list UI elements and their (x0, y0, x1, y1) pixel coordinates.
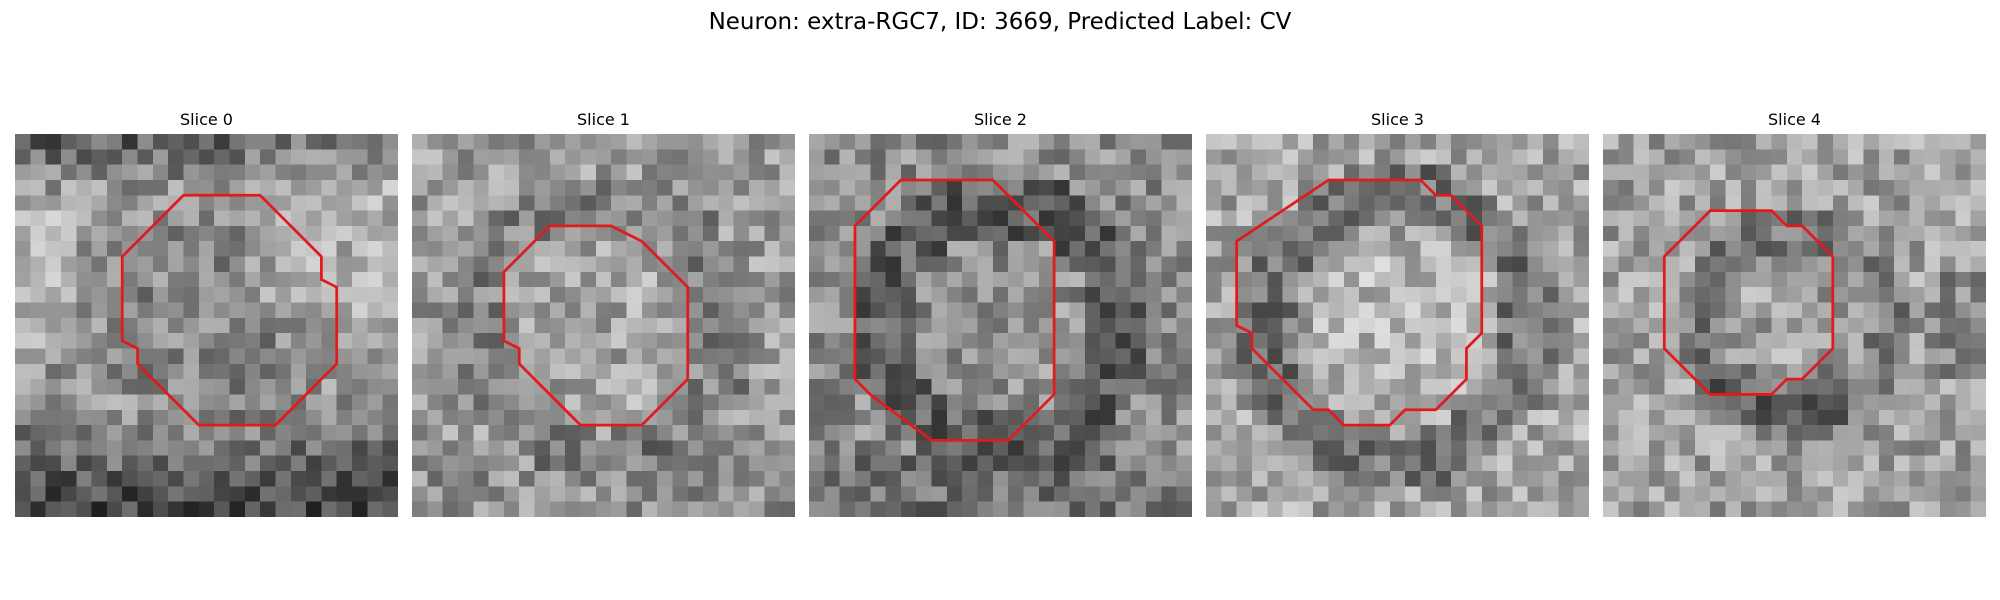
soma-outline (1235, 178, 1484, 427)
slice-image-3 (1206, 134, 1589, 517)
slice-image-1 (412, 134, 795, 517)
soma-outline (853, 178, 1056, 442)
soma-outline (502, 224, 690, 427)
soma-outline (120, 193, 339, 427)
soma-outline (1662, 209, 1835, 396)
slice-image-0 (15, 134, 398, 517)
figure-title: Neuron: extra-RGC7, ID: 3669, Predicted … (708, 9, 1292, 35)
slice-image-4 (1603, 134, 1986, 517)
slice-title: Slice 1 (577, 110, 630, 129)
slice-title: Slice 4 (1768, 110, 1821, 129)
slice-title: Slice 0 (180, 110, 233, 129)
slice-title: Slice 3 (1371, 110, 1424, 129)
slice-title: Slice 2 (974, 110, 1027, 129)
slice-image-2 (809, 134, 1192, 517)
